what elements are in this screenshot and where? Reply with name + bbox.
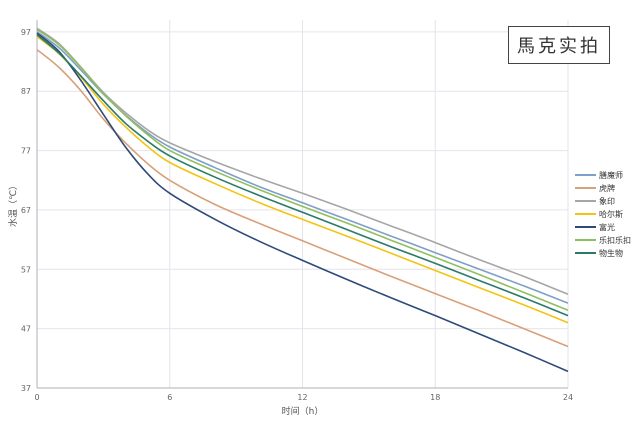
y-tick-label: 97 <box>21 28 31 37</box>
chart-series <box>36 27 569 373</box>
legend-item-label: 富光 <box>599 222 615 232</box>
x-axis-label: 时间（h） <box>282 405 324 417</box>
x-tick-label: 0 <box>34 393 39 402</box>
y-axis-label: 水温（℃） <box>7 181 19 227</box>
watermark-stamp: 馬克实拍 <box>508 26 610 64</box>
x-tick-label: 6 <box>167 393 172 402</box>
legend-item-label: 哈尔斯 <box>599 209 623 219</box>
x-tick-label: 24 <box>563 393 573 402</box>
legend-item-label: 象印 <box>599 196 615 206</box>
legend-item-label: 膳魔师 <box>599 170 623 180</box>
series-line-1 <box>36 31 569 304</box>
y-tick-label: 67 <box>21 206 31 215</box>
y-tick-label: 87 <box>21 87 31 96</box>
chart-grid <box>36 20 569 389</box>
legend-item-label: 虎牌 <box>599 183 615 193</box>
legend-item-label: 乐扣乐扣 <box>599 235 631 245</box>
legend-item-label: 物生物 <box>599 248 623 258</box>
x-tick-label: 12 <box>297 393 307 402</box>
y-tick-label: 37 <box>21 384 31 393</box>
series-line-6 <box>36 28 569 311</box>
series-line-2 <box>36 49 569 348</box>
y-tick-label: 47 <box>21 325 31 334</box>
x-tick-label: 18 <box>430 393 440 402</box>
series-line-7 <box>36 34 569 317</box>
series-line-4 <box>36 35 569 324</box>
series-line-5 <box>36 32 569 373</box>
y-tick-label: 57 <box>21 265 31 274</box>
y-tick-label: 77 <box>21 147 31 156</box>
chart-axes: 37 47 57 67 77 87 97 0 6 12 18 24 <box>21 20 573 402</box>
